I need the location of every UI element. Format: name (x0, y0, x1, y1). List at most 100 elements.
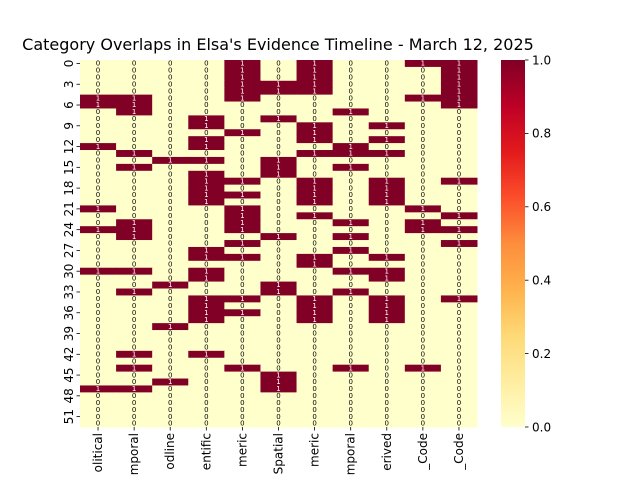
cell-annotation: 1 (240, 205, 244, 213)
cell-annotation: 1 (276, 378, 280, 386)
colorbar-tick-label: 0.0 (532, 420, 551, 434)
heatmap-cell (440, 316, 478, 324)
cell-annotation: 0 (348, 122, 352, 130)
cell-annotation: 0 (168, 226, 172, 234)
heatmap-cell (152, 80, 189, 89)
heatmap-cell (260, 295, 298, 303)
cell-annotation: 0 (168, 309, 172, 317)
heatmap-cell (404, 212, 442, 220)
cell-annotation: 0 (312, 281, 316, 289)
heatmap-cell (260, 219, 298, 227)
heatmap-cell (296, 246, 334, 255)
cell-annotation: 0 (421, 247, 425, 255)
cell-annotation: 1 (312, 136, 316, 144)
cell-annotation: 0 (385, 60, 389, 68)
cell-annotation: 1 (457, 74, 461, 82)
heatmap-cell (116, 392, 153, 400)
heatmap-cell (188, 219, 225, 227)
heatmap-cell (152, 60, 189, 68)
cell-annotation: 0 (421, 309, 425, 317)
cell-annotation: 0 (421, 267, 425, 275)
cell-annotation: 0 (312, 143, 316, 151)
heatmap-cell (368, 253, 406, 262)
heatmap-cell (224, 316, 261, 324)
cell-annotation: 1 (312, 316, 316, 324)
cell-annotation: 0 (96, 80, 100, 88)
cell-annotation: 0 (312, 247, 316, 255)
heatmap-cell (188, 336, 225, 345)
heatmap-cell (404, 378, 442, 386)
cell-annotation: 1 (96, 385, 100, 393)
cell-annotation: 0 (276, 67, 280, 75)
cell-annotation: 0 (348, 240, 352, 248)
heatmap-cell (152, 350, 189, 359)
heatmap-cell (152, 302, 189, 310)
cell-annotation: 0 (457, 357, 461, 365)
cell-annotation: 1 (204, 170, 208, 178)
heatmap-cell (80, 336, 117, 345)
heatmap-cell (332, 60, 370, 68)
heatmap-cell (332, 309, 370, 317)
heatmap-cell (404, 87, 442, 96)
cell-annotation: 0 (96, 302, 100, 310)
heatmap-cell (440, 129, 478, 137)
cell-annotation: 0 (276, 247, 280, 255)
heatmap-cell (80, 420, 117, 428)
y-tick-label: 27 (62, 243, 76, 258)
heatmap-cell (80, 219, 117, 227)
heatmap-cell (368, 246, 406, 255)
cell-annotation: 1 (457, 80, 461, 88)
heatmap-cell (224, 184, 261, 193)
cell-annotation: 0 (457, 323, 461, 331)
cell-annotation: 0 (132, 371, 136, 379)
heatmap-cell (224, 191, 261, 199)
heatmap-cell (224, 136, 261, 144)
heatmap-cell (332, 136, 370, 144)
cell-annotation: 0 (168, 392, 172, 400)
heatmap-cell (188, 115, 225, 123)
cell-annotation: 0 (132, 80, 136, 88)
cell-annotation: 1 (168, 323, 172, 331)
cell-annotation: 0 (132, 247, 136, 255)
cell-annotation: 0 (457, 170, 461, 178)
cell-annotation: 0 (96, 247, 100, 255)
cell-annotation: 1 (421, 205, 425, 213)
cell-annotation: 0 (168, 170, 172, 178)
y-tick-label: 39 (62, 326, 76, 341)
heatmap-cell (440, 108, 478, 116)
heatmap-cell (296, 330, 334, 338)
cell-annotation: 0 (204, 74, 208, 82)
cell-annotation: 0 (457, 330, 461, 338)
cell-annotation: 0 (168, 350, 172, 358)
cell-annotation: 0 (168, 87, 172, 95)
heatmap-cell (440, 198, 478, 206)
heatmap-cell (332, 233, 370, 241)
heatmap-cell (116, 73, 153, 82)
heatmap-cell (116, 330, 153, 338)
heatmap-cell (260, 309, 298, 317)
heatmap-cell (152, 364, 189, 373)
cell-annotation: 0 (457, 164, 461, 172)
heatmap-cell (368, 240, 406, 248)
heatmap-cell (368, 288, 406, 296)
cell-annotation: 0 (421, 406, 425, 414)
cell-annotation: 1 (276, 164, 280, 172)
heatmap-cell (332, 66, 370, 75)
cell-annotation: 0 (132, 260, 136, 268)
cell-annotation: 0 (168, 108, 172, 116)
heatmap-cell (404, 177, 442, 186)
cell-annotation: 0 (421, 385, 425, 393)
cell-annotation: 0 (168, 254, 172, 262)
heatmap-cell (188, 226, 225, 234)
heatmap-cell (188, 309, 225, 317)
heatmap-cell (332, 184, 370, 193)
cell-annotation: 0 (348, 302, 352, 310)
cell-annotation: 0 (312, 164, 316, 172)
cell-annotation: 1 (276, 233, 280, 241)
heatmap-cell (152, 163, 189, 172)
heatmap-cell (404, 420, 442, 428)
heatmap-cell (296, 177, 334, 186)
heatmap-cell (260, 177, 298, 186)
cell-annotation: 0 (421, 350, 425, 358)
heatmap-cell (188, 316, 225, 324)
